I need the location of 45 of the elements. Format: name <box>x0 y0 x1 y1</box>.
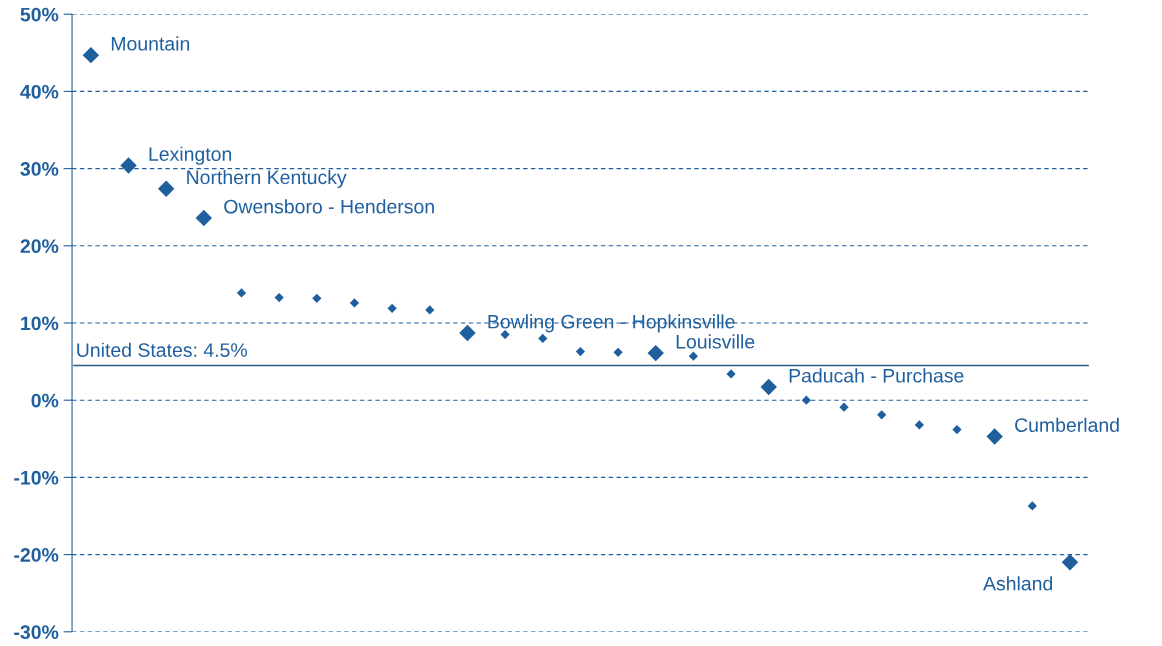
point <box>801 395 811 405</box>
series-label: Lexington <box>149 146 232 165</box>
point <box>425 305 435 315</box>
y-tick-label: 10% <box>21 316 59 331</box>
y-tick-label: 20% <box>20 239 59 254</box>
point <box>952 424 962 435</box>
point <box>195 209 213 227</box>
point <box>575 346 586 357</box>
y-tick-label: -30% <box>14 625 59 640</box>
point <box>157 180 175 197</box>
ref-line-label: United States: 4.5% <box>77 342 247 357</box>
point <box>877 410 887 420</box>
point <box>914 420 924 430</box>
point <box>120 157 137 174</box>
series-label: Paducah - Purchase <box>789 368 964 383</box>
series-label: Louisville <box>676 334 755 349</box>
series-label: Mountain <box>111 36 190 51</box>
point <box>726 369 736 379</box>
point <box>613 347 623 357</box>
point <box>839 402 849 412</box>
series-label: Bowling Green - Hopkinsville <box>488 314 735 333</box>
y-tick-label: 40% <box>20 84 59 99</box>
point <box>236 288 247 298</box>
point <box>1027 501 1037 511</box>
point <box>349 298 360 308</box>
point <box>82 46 100 64</box>
point <box>387 303 397 313</box>
point <box>760 378 777 396</box>
y-tick-label: -20% <box>14 548 59 562</box>
series-label: Owensboro - Henderson <box>224 199 434 214</box>
point <box>986 428 1003 445</box>
series-label: Cumberland <box>1015 417 1119 432</box>
point <box>688 351 698 361</box>
point <box>538 333 548 344</box>
point <box>647 344 664 362</box>
point <box>274 292 284 303</box>
y-tick-label: 50% <box>20 7 59 22</box>
point <box>459 324 476 342</box>
y-tick-label: 30% <box>20 162 59 176</box>
series-label: Ashland <box>983 576 1053 591</box>
point <box>1061 554 1079 571</box>
y-tick-label: 0% <box>31 393 59 408</box>
y-tick-label: -10% <box>14 470 59 485</box>
series-label: Northern Kentucky <box>187 169 347 189</box>
point <box>312 293 322 303</box>
